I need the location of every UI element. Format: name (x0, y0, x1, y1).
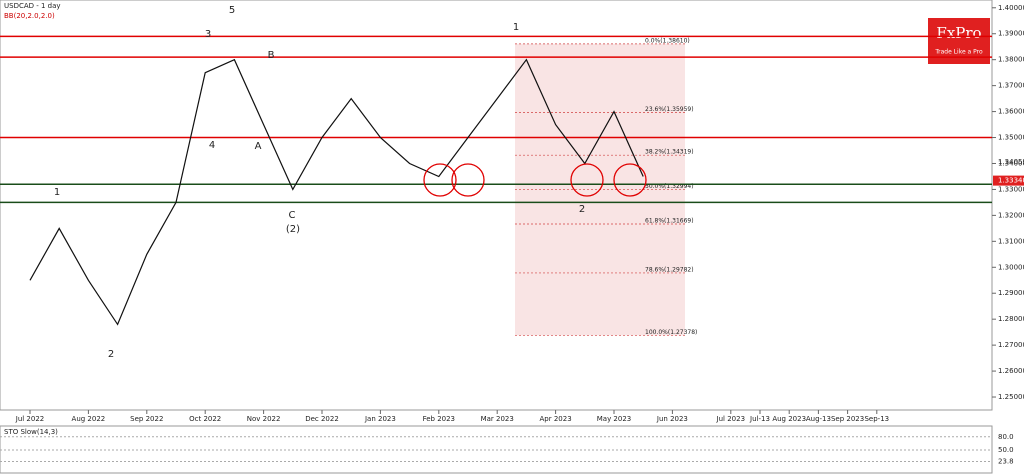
y-tick-label: 1.39000 (998, 30, 1024, 38)
x-tick-label: Oct 2022 (189, 415, 221, 423)
fib-label: 61.8%(1.31669) (645, 217, 694, 224)
wave-label: A (255, 141, 262, 152)
x-tick-label: Jul 2022 (15, 415, 45, 423)
oscillator-title: STO Slow(14,3) (4, 428, 58, 436)
wave-label: (2) (286, 224, 300, 235)
x-tick-label: Sep 2022 (130, 415, 163, 423)
highlight-circle (613, 163, 647, 197)
x-tick-label: Aug-13 (806, 415, 831, 423)
x-tick-label: Mar 2023 (481, 415, 514, 423)
y-tick-label: 1.36000 (998, 108, 1024, 116)
y-tick-label: 1.32000 (998, 211, 1024, 219)
x-tick-label: May 2023 (597, 415, 632, 423)
x-tick-label: Dec 2022 (305, 415, 339, 423)
x-tick-label: Nov 2022 (247, 415, 281, 423)
y-tick-label: 1.25000 (998, 393, 1024, 401)
y-tick-label: 1.29000 (998, 289, 1024, 297)
y-tick-label: 1.37000 (998, 82, 1024, 90)
y-tick-label: 1.33000 (998, 185, 1024, 193)
wave-label: 1 (513, 22, 519, 33)
x-tick-label: Apr 2023 (540, 415, 572, 423)
price-marker: 1.34059 (998, 158, 1024, 166)
x-tick-label: Sep 2023 (831, 415, 864, 423)
logo-box (928, 18, 990, 64)
fib-label: 100.0%(1.27378) (645, 329, 697, 336)
y-tick-label: 1.27000 (998, 341, 1024, 349)
x-tick-label: Jun 2023 (656, 415, 688, 423)
wave-label: 1 (54, 187, 60, 198)
price-marker: 1.33340 (998, 177, 1024, 185)
wave-label: 4 (209, 140, 215, 151)
x-tick-label: Aug 2023 (772, 415, 806, 423)
oscillator-tick-label: 80.0 (998, 433, 1014, 441)
logo: FxPro (936, 24, 981, 42)
oscillator-tick-label: 50.0 (998, 446, 1014, 454)
highlight-circle (570, 163, 604, 197)
y-tick-label: 1.26000 (998, 367, 1024, 375)
x-tick-label: Aug 2022 (72, 415, 106, 423)
indicator-label: BB(20,2.0,2.0) (4, 12, 55, 20)
fib-label: 50.0%(1.32994) (645, 183, 694, 190)
y-tick-label: 1.31000 (998, 237, 1024, 245)
price-marker-bg (993, 175, 1024, 186)
wave-label: 3 (205, 29, 211, 40)
highlight-circle (451, 163, 485, 197)
y-tick-label: 1.30000 (998, 263, 1024, 271)
fib-label: 38.2%(1.34319) (645, 149, 694, 156)
y-tick-label: 1.38000 (998, 56, 1024, 64)
highlight-circle (423, 163, 457, 197)
fib-label: 23.6%(1.35959) (645, 106, 694, 113)
y-tick-label: 1.34000 (998, 159, 1024, 167)
chart-title: USDCAD - 1 day (4, 2, 61, 10)
plot-frame (0, 0, 993, 411)
x-tick-label: Sep-13 (864, 415, 889, 423)
x-tick-label: Feb 2023 (423, 415, 455, 423)
x-tick-label: Jul 2023 (716, 415, 746, 423)
y-tick-label: 1.28000 (998, 315, 1024, 323)
fib-label: 0.0%(1.38610) (645, 37, 690, 44)
wave-label: 2 (579, 204, 585, 215)
wave-label: B (268, 50, 275, 61)
y-tick-label: 1.35000 (998, 134, 1024, 142)
wave-label: C (289, 210, 296, 221)
oscillator-tick-label: 23.8 (998, 458, 1014, 466)
wave-label: 5 (229, 5, 235, 16)
y-tick-label: 1.40000 (998, 4, 1024, 12)
logo-tagline: Trade Like a Pro (934, 49, 983, 56)
price-line (29, 58, 644, 326)
x-tick-label: Jan 2023 (364, 415, 396, 423)
fib-label: 78.6%(1.29782) (645, 266, 694, 273)
x-tick-label: Jul-13 (749, 415, 770, 423)
wave-label: 2 (108, 349, 114, 360)
